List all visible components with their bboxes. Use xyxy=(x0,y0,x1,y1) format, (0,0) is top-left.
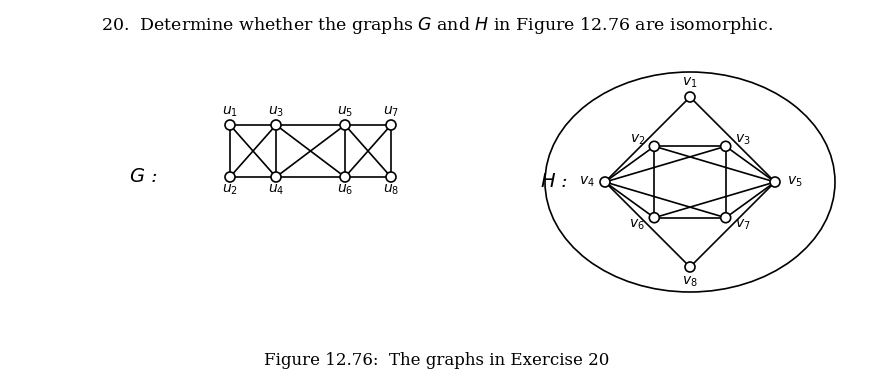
Circle shape xyxy=(271,172,281,182)
Text: $v_6$: $v_6$ xyxy=(629,217,645,232)
Circle shape xyxy=(770,177,780,187)
Circle shape xyxy=(600,177,610,187)
Text: $G$ :: $G$ : xyxy=(129,168,158,186)
Circle shape xyxy=(721,141,731,151)
Circle shape xyxy=(685,92,695,102)
Circle shape xyxy=(685,262,695,272)
Circle shape xyxy=(271,120,281,130)
Text: $u_6$: $u_6$ xyxy=(336,183,353,197)
Circle shape xyxy=(649,213,659,223)
Circle shape xyxy=(225,120,235,130)
Text: $u_4$: $u_4$ xyxy=(267,183,284,197)
Text: $v_4$: $v_4$ xyxy=(579,175,595,189)
Text: $u_5$: $u_5$ xyxy=(336,105,353,119)
Text: $u_8$: $u_8$ xyxy=(383,183,399,197)
Text: $u_2$: $u_2$ xyxy=(222,183,238,197)
Text: $v_7$: $v_7$ xyxy=(735,217,751,232)
Text: $H$ :: $H$ : xyxy=(540,173,568,191)
Circle shape xyxy=(721,213,731,223)
Circle shape xyxy=(386,120,396,130)
Text: $v_2$: $v_2$ xyxy=(629,132,645,147)
Text: $v_5$: $v_5$ xyxy=(787,175,803,189)
Circle shape xyxy=(649,141,659,151)
Circle shape xyxy=(340,172,350,182)
Text: $u_3$: $u_3$ xyxy=(268,105,284,119)
Circle shape xyxy=(340,120,350,130)
Circle shape xyxy=(386,172,396,182)
Text: $u_1$: $u_1$ xyxy=(222,105,238,119)
Text: $v_8$: $v_8$ xyxy=(682,275,697,289)
Text: $v_1$: $v_1$ xyxy=(683,76,697,90)
Text: 20.  Determine whether the graphs $G$ and $H$ in Figure 12.76 are isomorphic.: 20. Determine whether the graphs $G$ and… xyxy=(101,15,773,36)
Text: $v_3$: $v_3$ xyxy=(735,132,751,147)
Text: $u_7$: $u_7$ xyxy=(383,105,399,119)
Text: Figure 12.76:  The graphs in Exercise 20: Figure 12.76: The graphs in Exercise 20 xyxy=(264,352,610,369)
Circle shape xyxy=(225,172,235,182)
